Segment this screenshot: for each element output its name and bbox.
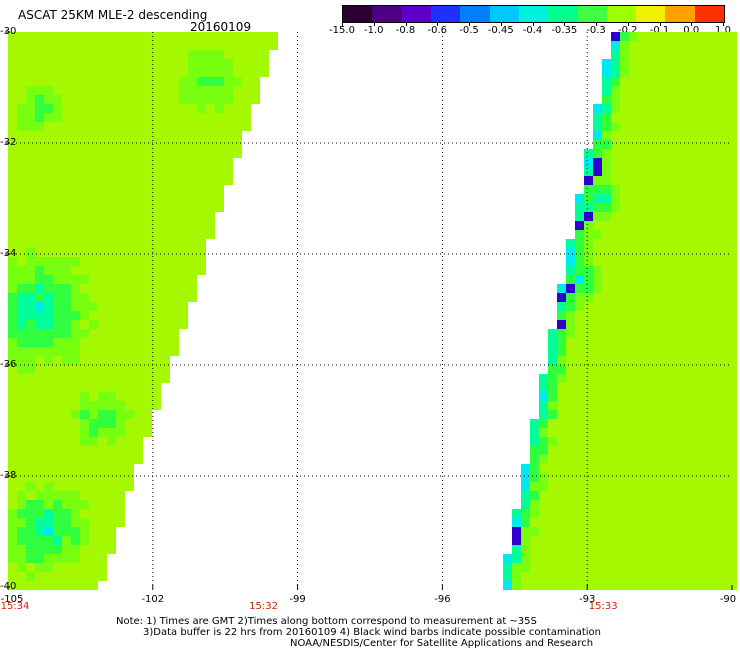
- colorbar-label: -1.0: [363, 25, 384, 36]
- colorbar-swatch: [636, 6, 666, 22]
- colorbar-labels: -15.0 -1.0 -0.8 -0.6 -0.5 -0.45 -0.4 -0.35 -0.3-…: [329, 25, 732, 37]
- latitude-label: -30: [0, 26, 17, 37]
- colorbar-label: -0.45: [487, 25, 514, 36]
- colorbar-label: -0.4: [522, 25, 543, 36]
- time-label: 15:32: [249, 601, 279, 612]
- colorbar-swatch: [401, 6, 431, 22]
- latitude-label: -38: [0, 470, 17, 481]
- colorbar-label: -0.6: [427, 25, 448, 36]
- colorbar-label: -0.5: [459, 25, 479, 36]
- latitude-label: -32: [0, 137, 17, 148]
- colorbar-label: 0.0: [683, 25, 700, 36]
- colorbar-swatch: [606, 6, 637, 22]
- colorbar-tick-marks: [342, 22, 724, 26]
- time-label: 15:34: [0, 601, 30, 612]
- map-date: 20160109: [190, 20, 252, 34]
- latitude-label: -36: [0, 359, 17, 370]
- colorbar-swatch: [548, 6, 578, 22]
- colorbar-label: -0.2: [617, 25, 638, 36]
- colorbar-swatch: [343, 6, 373, 22]
- note-line-3: NOAA/NESDIS/Center for Satellite Applica…: [290, 638, 594, 649]
- longitude-label: -93: [579, 594, 596, 605]
- colorbar-swatch: [577, 6, 607, 22]
- colorbar-label: -0.8: [395, 25, 416, 36]
- colorbar-label: -0.3: [586, 25, 606, 36]
- colorbar-label: -0.35: [551, 25, 578, 36]
- colorbar-swatch: [665, 6, 695, 22]
- colorbar-label: -0.1: [649, 25, 670, 36]
- longitude-label: -99: [289, 594, 306, 605]
- colorbar: [342, 5, 725, 23]
- colorbar-label: -15.0: [329, 25, 355, 36]
- graticule: [8, 32, 732, 587]
- colorbar-swatch: [460, 6, 490, 22]
- map-title: ASCAT 25KM MLE-2 descending: [18, 8, 208, 22]
- wind-field-cells: [8, 32, 737, 590]
- note-line-2: 3)Data buffer is 22 hrs from 20160109 4)…: [143, 627, 601, 638]
- longitude-label: -105: [0, 594, 24, 605]
- colorbar-swatch: [372, 6, 402, 22]
- colorbar-swatch: [489, 6, 519, 22]
- colorbar-swatch: [694, 6, 725, 22]
- longitude-label: -96: [434, 594, 451, 605]
- latitude-label: -34: [0, 248, 17, 259]
- time-label: 15:33: [588, 601, 618, 612]
- axis-ticks: [5, 31, 733, 590]
- colorbar-label: 1.0: [715, 25, 731, 36]
- longitude-label: -90: [719, 594, 737, 605]
- longitude-label: -102: [141, 594, 165, 605]
- note-line-1: Note: 1) Times are GMT 2)Times along bot…: [116, 616, 537, 627]
- colorbar-swatch: [430, 6, 461, 22]
- latitude-label: -40: [0, 581, 17, 592]
- colorbar-swatch: [518, 6, 549, 22]
